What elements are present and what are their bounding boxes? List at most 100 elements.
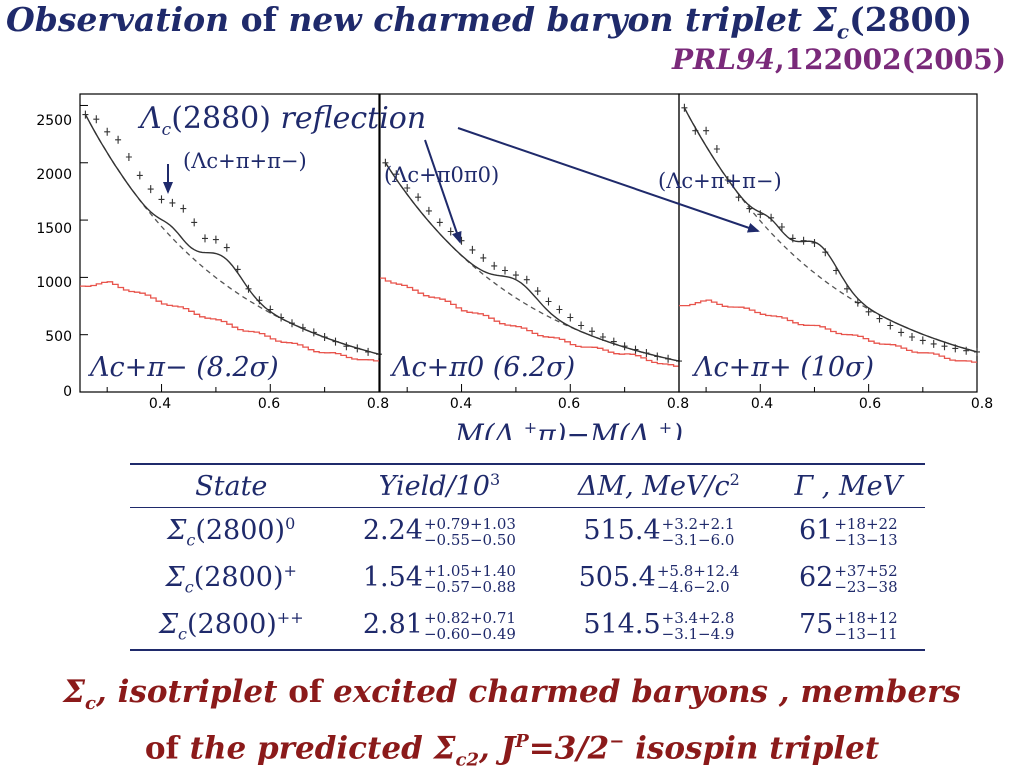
data-point bbox=[169, 198, 176, 207]
data-point bbox=[278, 313, 285, 322]
data-point bbox=[665, 354, 672, 363]
data-point bbox=[713, 145, 720, 153]
data-point bbox=[930, 339, 937, 348]
data-point bbox=[202, 234, 208, 243]
background-fit-curve bbox=[683, 107, 978, 353]
title-part: new charmed baryon triplet bbox=[288, 0, 814, 39]
data-point bbox=[789, 234, 796, 243]
data-point bbox=[681, 103, 688, 112]
data-point bbox=[523, 275, 530, 284]
data-point bbox=[245, 284, 252, 293]
data-point bbox=[310, 328, 317, 337]
data-point bbox=[332, 337, 339, 346]
conclusion-line-1: Σc, isotriplet of excited charmed baryon… bbox=[63, 674, 961, 715]
data-point bbox=[643, 349, 650, 357]
background-histogram bbox=[380, 277, 679, 367]
data-point bbox=[436, 218, 443, 227]
slide-title: Observation of new charmed baryon triple… bbox=[6, 0, 1020, 52]
title-subscript: c bbox=[836, 19, 850, 44]
delta-m-cell: 514.5 +3.4+2.8 −3.1−4.9 bbox=[546, 602, 772, 651]
yield-cell: 1.54 +1.05+1.40 −0.57−0.88 bbox=[362, 561, 516, 596]
decay-note-2: (Λc+π0π0) bbox=[384, 163, 499, 187]
data-point bbox=[909, 333, 915, 341]
data-point bbox=[735, 193, 742, 202]
signal-fit-curve bbox=[683, 107, 978, 353]
table-row: Σc(2800)++ 2.81 +0.82+0.71 −0.60−0.49 514.… bbox=[130, 602, 925, 651]
header-state: State bbox=[130, 463, 333, 508]
header-gamma: Γ , MeV bbox=[771, 463, 925, 508]
conclusion-line-2: of the predicted Σc2, JP=3/2− isospin tr… bbox=[144, 730, 880, 771]
x-tick-label: 0.6 bbox=[558, 396, 580, 412]
data-point bbox=[191, 218, 198, 227]
reflection-arrow-2 bbox=[424, 139, 462, 244]
data-point bbox=[963, 346, 970, 355]
data-point bbox=[545, 297, 552, 306]
x-tick-label: 0.8 bbox=[667, 396, 689, 412]
data-point bbox=[919, 336, 926, 345]
title-part: (2800) bbox=[849, 0, 973, 39]
state-cell: Σc(2800)+ bbox=[165, 560, 297, 597]
data-point bbox=[299, 323, 306, 332]
data-point bbox=[469, 245, 476, 254]
data-point bbox=[321, 333, 328, 341]
data-point bbox=[365, 347, 372, 356]
data-point bbox=[610, 337, 617, 346]
data-point bbox=[354, 344, 361, 353]
reflection-annotation: Λc(2880) reflection bbox=[137, 101, 426, 140]
data-point bbox=[724, 176, 731, 184]
data-point bbox=[746, 204, 753, 213]
data-point bbox=[447, 227, 454, 236]
reflection-arrow-3 bbox=[457, 127, 760, 233]
delta-m-cell: 515.4 +3.2+2.1 −3.1−6.0 bbox=[583, 514, 735, 549]
data-point bbox=[223, 243, 230, 252]
panel-frame bbox=[379, 93, 680, 393]
x-tick-label: 0.6 bbox=[258, 396, 280, 412]
data-point bbox=[757, 210, 764, 219]
table-row: Σc(2800)+ 1.54 +1.05+1.40 −0.57−0.88 505.4… bbox=[130, 555, 925, 602]
y-tick-label: 1500 bbox=[36, 221, 72, 237]
data-point bbox=[887, 321, 894, 330]
data-point bbox=[692, 126, 699, 135]
data-point bbox=[93, 115, 100, 124]
x-axis-labels: 0.4 0.6 0.8 0.4 0.6 0.8 0.4 0.6 0.8 bbox=[149, 396, 993, 412]
data-point bbox=[415, 193, 422, 202]
results-table: State Yield/103 ΔM, MeV/c2 Γ , MeV Σc(28… bbox=[130, 463, 925, 651]
data-point bbox=[578, 321, 585, 330]
header-yield: Yield/103 bbox=[332, 463, 547, 508]
gamma-cell: 75 +18+12 −13−11 bbox=[771, 602, 925, 651]
data-point bbox=[212, 235, 219, 244]
data-point bbox=[898, 328, 905, 337]
data-point bbox=[844, 284, 850, 293]
panel-frame bbox=[79, 93, 380, 393]
data-point bbox=[289, 319, 295, 328]
data-point bbox=[833, 266, 840, 275]
y-tick-label: 2500 bbox=[36, 113, 72, 129]
data-point bbox=[376, 350, 382, 359]
x-tick-label: 0.4 bbox=[751, 396, 773, 412]
table-row: Σc(2800)0 2.24 +0.79+1.03 −0.55−0.50 515.4… bbox=[130, 508, 925, 556]
title-part: of bbox=[229, 0, 289, 39]
data-point bbox=[556, 305, 563, 314]
state-cell: Σc(2800)++ bbox=[130, 602, 333, 651]
x-tick-label: 0.8 bbox=[367, 396, 389, 412]
data-point bbox=[703, 126, 710, 135]
data-point bbox=[343, 342, 350, 351]
data-point bbox=[822, 248, 829, 257]
title-part: Observation bbox=[6, 0, 230, 39]
data-point bbox=[234, 265, 241, 274]
x-tick-label: 0.6 bbox=[859, 396, 881, 412]
panel-label-2: Λc+π0 (6.2σ) bbox=[389, 352, 575, 383]
data-point bbox=[876, 314, 883, 323]
title-symbol: Σ bbox=[813, 0, 837, 39]
data-point bbox=[811, 239, 818, 247]
reference-number: ,122002(2005) bbox=[774, 43, 1006, 76]
data-point bbox=[599, 333, 606, 341]
table-header-row: State Yield/103 ΔM, MeV/c2 Γ , MeV bbox=[130, 463, 925, 508]
x-axis-title: M(Λc+π)−M(Λc+) bbox=[454, 418, 683, 440]
x-tick-label: 0.8 bbox=[971, 396, 993, 412]
y-tick-label: 1000 bbox=[36, 275, 72, 291]
signal-fit-curve bbox=[384, 162, 680, 362]
data-point bbox=[180, 204, 187, 213]
data-point bbox=[158, 195, 165, 204]
data-point bbox=[404, 184, 411, 192]
